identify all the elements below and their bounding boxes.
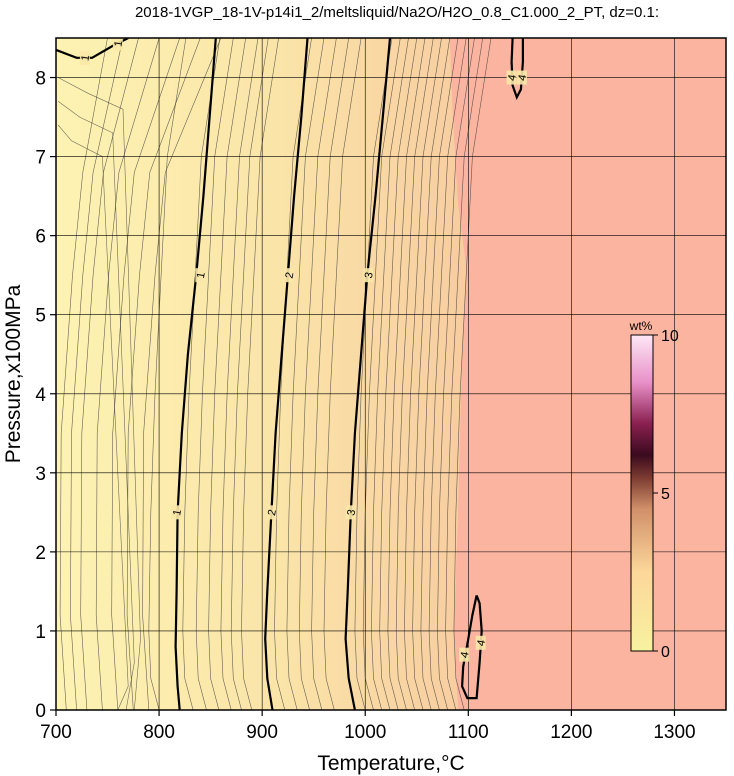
contour-label: 4 bbox=[516, 74, 529, 82]
major-contour-4 bbox=[510, 38, 524, 101]
major-contour-1 bbox=[174, 38, 217, 710]
major-contour-4 bbox=[460, 595, 483, 700]
contour-label-bg bbox=[516, 70, 527, 85]
minor-contour-line bbox=[387, 38, 426, 710]
contour-label-bg bbox=[363, 268, 374, 283]
minor-contour-line bbox=[241, 38, 279, 710]
minor-contour-line bbox=[362, 38, 401, 710]
minor-contour-line bbox=[354, 38, 393, 710]
contour-label: 4 bbox=[459, 651, 472, 659]
colorbar-tick-label: 0 bbox=[661, 644, 670, 661]
minor-contour-line bbox=[437, 38, 475, 710]
y-axis: 0 1 2 3 4 5 6 7 8 bbox=[35, 69, 56, 722]
y-tick-label: 3 bbox=[35, 464, 46, 485]
contour-label: 3 bbox=[363, 271, 376, 279]
colorbar: wt% 0 5 10 bbox=[629, 319, 679, 661]
contour-label: 1 bbox=[112, 40, 125, 48]
plot-frame bbox=[55, 37, 727, 711]
contour-label: 3 bbox=[345, 508, 358, 516]
minor-contour-line bbox=[182, 38, 221, 710]
contour-label: 2 bbox=[266, 508, 279, 516]
gridlines bbox=[56, 38, 726, 710]
minor-contour-line bbox=[453, 38, 492, 710]
minor-contour-line bbox=[208, 38, 246, 710]
contour-label: 2 bbox=[283, 271, 296, 279]
contour-label-bg bbox=[79, 50, 90, 65]
y-tick-label: 5 bbox=[35, 306, 46, 327]
contour-label-bg bbox=[475, 635, 486, 650]
contour-label-bg bbox=[171, 505, 182, 520]
x-tick-label: 700 bbox=[40, 722, 72, 743]
minor-contour-line bbox=[57, 100, 135, 710]
y-tick-label: 8 bbox=[35, 69, 46, 90]
contour-label-bg bbox=[283, 268, 294, 283]
minor-contour-line bbox=[298, 38, 337, 710]
contour-label: 1 bbox=[79, 54, 92, 62]
contour-label: 4 bbox=[506, 74, 519, 82]
minor-contour-line bbox=[371, 38, 409, 710]
contour-label-bg bbox=[459, 647, 470, 662]
y-tick-label: 7 bbox=[35, 148, 46, 169]
x-axis: 700 800 900 1000 1100 1200 1300 bbox=[40, 710, 696, 743]
minor-contour-line bbox=[274, 38, 312, 710]
contour-label-bg bbox=[195, 268, 206, 283]
x-tick-label: 800 bbox=[143, 722, 175, 743]
major-contour-2 bbox=[264, 38, 309, 710]
colorbar-tick-label: 5 bbox=[661, 486, 670, 503]
melt-region bbox=[56, 38, 467, 710]
y-tick-label: 2 bbox=[35, 543, 46, 564]
contour-label: 1 bbox=[171, 508, 184, 516]
minor-contours bbox=[57, 38, 492, 710]
minor-contour-line bbox=[445, 38, 483, 710]
chart-title: 2018-1VGP_18-1V-p14i1_2/meltsliquid/Na2O… bbox=[135, 4, 659, 21]
minor-contour-line bbox=[286, 38, 325, 710]
minor-contour-line bbox=[379, 38, 418, 710]
x-tick-label: 1000 bbox=[344, 722, 386, 743]
contour-label: 4 bbox=[475, 639, 488, 647]
contour-label-bg bbox=[345, 505, 356, 520]
minor-contour-line bbox=[420, 38, 459, 710]
colorbar-tick-label: 10 bbox=[661, 328, 679, 345]
minor-contour-line bbox=[148, 38, 187, 710]
colorbar-unit: wt% bbox=[629, 319, 653, 333]
minor-contour-line bbox=[395, 38, 434, 710]
minor-contour-line bbox=[412, 38, 451, 710]
contour-label-bg bbox=[112, 38, 123, 51]
y-axis-title: Pressure,x100MPa bbox=[2, 284, 25, 463]
major-contour-3 bbox=[344, 38, 392, 710]
x-tick-label: 900 bbox=[246, 722, 278, 743]
minor-contour-line bbox=[195, 38, 234, 710]
y-tick-label: 6 bbox=[35, 227, 46, 248]
minor-contour-line bbox=[404, 38, 442, 710]
contour-label-bg bbox=[506, 70, 517, 85]
y-tick-label: 4 bbox=[35, 385, 46, 406]
minor-contour-line bbox=[311, 38, 349, 710]
colorbar-gradient bbox=[630, 334, 654, 652]
minor-contour-line bbox=[220, 38, 259, 710]
x-axis-title: Temperature,°C bbox=[317, 752, 464, 775]
contour-label: 1 bbox=[195, 271, 208, 279]
x-tick-label: 1200 bbox=[550, 722, 592, 743]
x-tick-label: 1300 bbox=[653, 722, 695, 743]
minor-contour-line bbox=[428, 38, 467, 710]
colorbar-ticks: 0 5 10 bbox=[653, 328, 679, 661]
contour-label-bg bbox=[266, 505, 277, 520]
minor-contour-line bbox=[323, 38, 362, 710]
minor-contour-line bbox=[230, 38, 269, 710]
minor-contour-line bbox=[57, 77, 141, 710]
y-tick-label: 1 bbox=[35, 622, 46, 643]
y-tick-label: 0 bbox=[35, 701, 46, 722]
x-tick-label: 1100 bbox=[448, 722, 489, 743]
